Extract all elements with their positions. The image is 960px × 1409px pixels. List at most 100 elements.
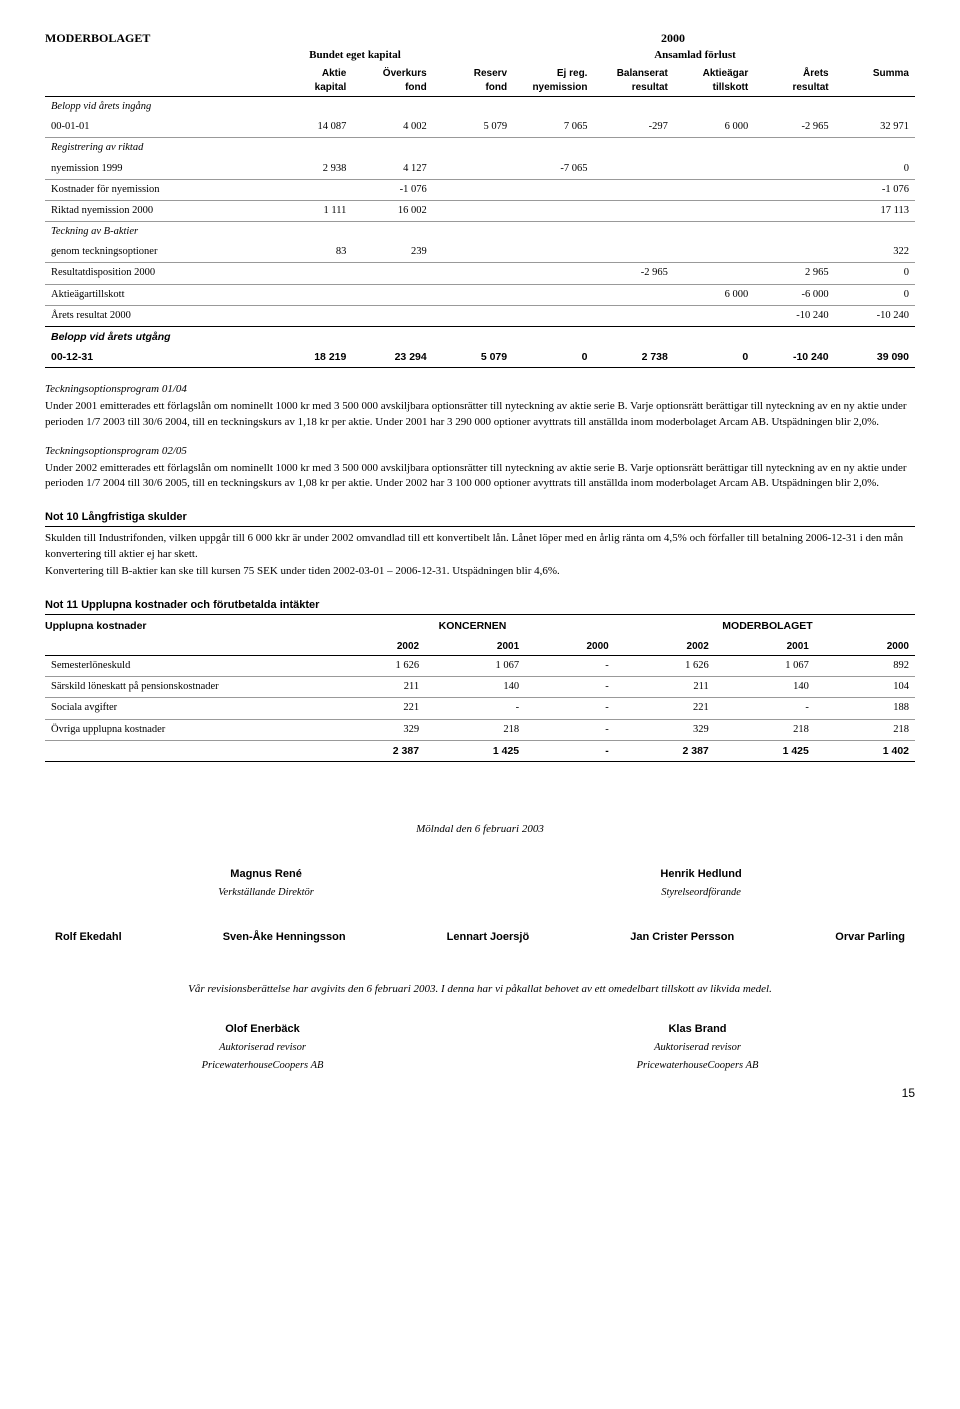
- cell: [513, 326, 593, 347]
- cell: [352, 222, 432, 243]
- cell: 83: [272, 242, 352, 263]
- cell: 892: [815, 656, 915, 677]
- cell: 23 294: [352, 347, 432, 368]
- cell: [272, 305, 352, 326]
- row-label: Resultatdisposition 2000: [45, 263, 272, 284]
- equity-col-6: Aktieägartillskott: [674, 65, 754, 97]
- cell: [433, 138, 513, 159]
- cell: 211: [325, 677, 425, 698]
- note10-title: Not 10 Långfristiga skulder: [45, 510, 915, 528]
- cell: 5 079: [433, 117, 513, 138]
- cell: [352, 263, 432, 284]
- cell: [593, 159, 673, 180]
- cell: 5 079: [433, 347, 513, 368]
- cell: -: [525, 677, 615, 698]
- equity-row: Registrering av riktad: [45, 138, 915, 159]
- cell: 1 425: [715, 740, 815, 761]
- cell: 329: [615, 719, 715, 740]
- cell: [674, 159, 754, 180]
- board-member: Jan Crister Persson: [630, 930, 734, 945]
- cell: 6 000: [674, 117, 754, 138]
- equity-col-2: Överkursfond: [352, 65, 432, 97]
- equity-col-8: Summa: [835, 65, 915, 97]
- group-moderbolaget: MODERBOLAGET: [620, 619, 915, 633]
- year-col: 2000: [525, 638, 615, 656]
- row-label: 00-12-31: [45, 347, 272, 368]
- auditor-title: Auktoriserad revisor: [637, 1041, 759, 1055]
- auditor-firm: PricewaterhouseCoopers AB: [202, 1059, 324, 1073]
- board-member: Lennart Joersjö: [447, 930, 530, 945]
- cell: [513, 97, 593, 118]
- note11-subtitle: Upplupna kostnader: [45, 619, 325, 633]
- year-col: 2000: [815, 638, 915, 656]
- row-label: Registrering av riktad: [45, 138, 272, 159]
- cell: 0: [835, 284, 915, 305]
- cell: 2 965: [754, 263, 834, 284]
- cell: [835, 97, 915, 118]
- cell: 1 402: [815, 740, 915, 761]
- cell: 1 067: [425, 656, 525, 677]
- equity-row: Belopp vid årets utgång: [45, 326, 915, 347]
- equity-row: Riktad nyemission 20001 11116 00217 113: [45, 200, 915, 221]
- cell: [513, 200, 593, 221]
- cell: [835, 222, 915, 243]
- equity-row: Belopp vid årets ingång: [45, 97, 915, 118]
- cell: [352, 138, 432, 159]
- board-member: Rolf Ekedahl: [55, 930, 122, 945]
- row-label: Årets resultat 2000: [45, 305, 272, 326]
- equity-row: 00-01-0114 0874 0025 0797 065-2976 000-2…: [45, 117, 915, 138]
- sub-header: Bundet eget kapital Ansamlad förlust: [45, 48, 915, 63]
- cell: 188: [815, 698, 915, 719]
- cell: -10 240: [754, 305, 834, 326]
- cell: 221: [325, 698, 425, 719]
- row-label: Övriga upplupna kostnader: [45, 719, 325, 740]
- page-number: 15: [45, 1085, 915, 1101]
- cell: -1 076: [352, 179, 432, 200]
- cell: [754, 138, 834, 159]
- cell: 6 000: [674, 284, 754, 305]
- cell: [513, 222, 593, 243]
- sig-title: Verkställande Direktör: [218, 886, 314, 900]
- cell: [754, 200, 834, 221]
- cell: [674, 305, 754, 326]
- sig-name: Henrik Hedlund: [660, 867, 741, 882]
- cell: [674, 138, 754, 159]
- cell: -10 240: [754, 347, 834, 368]
- cell: 218: [425, 719, 525, 740]
- auditor-firm: PricewaterhouseCoopers AB: [637, 1059, 759, 1073]
- accrued-row: Särskild löneskatt på pensionskostnader2…: [45, 677, 915, 698]
- cell: [513, 263, 593, 284]
- equity-row: 00-12-3118 21923 2945 07902 7380-10 2403…: [45, 347, 915, 368]
- cell: 32 971: [835, 117, 915, 138]
- cell: [754, 159, 834, 180]
- cell: [674, 326, 754, 347]
- cell: [593, 326, 673, 347]
- cell: [352, 305, 432, 326]
- cell: 4 002: [352, 117, 432, 138]
- cell: [754, 222, 834, 243]
- sig-row-2: Rolf EkedahlSven-Åke HenningssonLennart …: [45, 930, 915, 945]
- equity-row: nyemission 19992 9384 127-7 0650: [45, 159, 915, 180]
- cell: [593, 222, 673, 243]
- cell: [272, 222, 352, 243]
- program1-title: Teckningsoptionsprogram 01/04: [45, 382, 915, 397]
- cell: [513, 284, 593, 305]
- cell: [433, 326, 513, 347]
- cell: 322: [835, 242, 915, 263]
- note10-body1: Skulden till Industrifonden, vilken uppg…: [45, 531, 915, 562]
- note11-title: Not 11 Upplupna kostnader och förutbetal…: [45, 598, 915, 616]
- cell: [433, 263, 513, 284]
- row-label: nyemission 1999: [45, 159, 272, 180]
- cell: 1 626: [325, 656, 425, 677]
- equity-col-0: [45, 65, 272, 97]
- cell: 140: [715, 677, 815, 698]
- equity-col-1: Aktiekapital: [272, 65, 352, 97]
- doc-header: MODERBOLAGET 2000: [45, 30, 915, 46]
- row-label: Aktieägartillskott: [45, 284, 272, 305]
- cell: 7 065: [513, 117, 593, 138]
- cell: [352, 284, 432, 305]
- cell: [272, 263, 352, 284]
- cell: [272, 138, 352, 159]
- equity-row: Årets resultat 2000-10 240-10 240: [45, 305, 915, 326]
- cell: 140: [425, 677, 525, 698]
